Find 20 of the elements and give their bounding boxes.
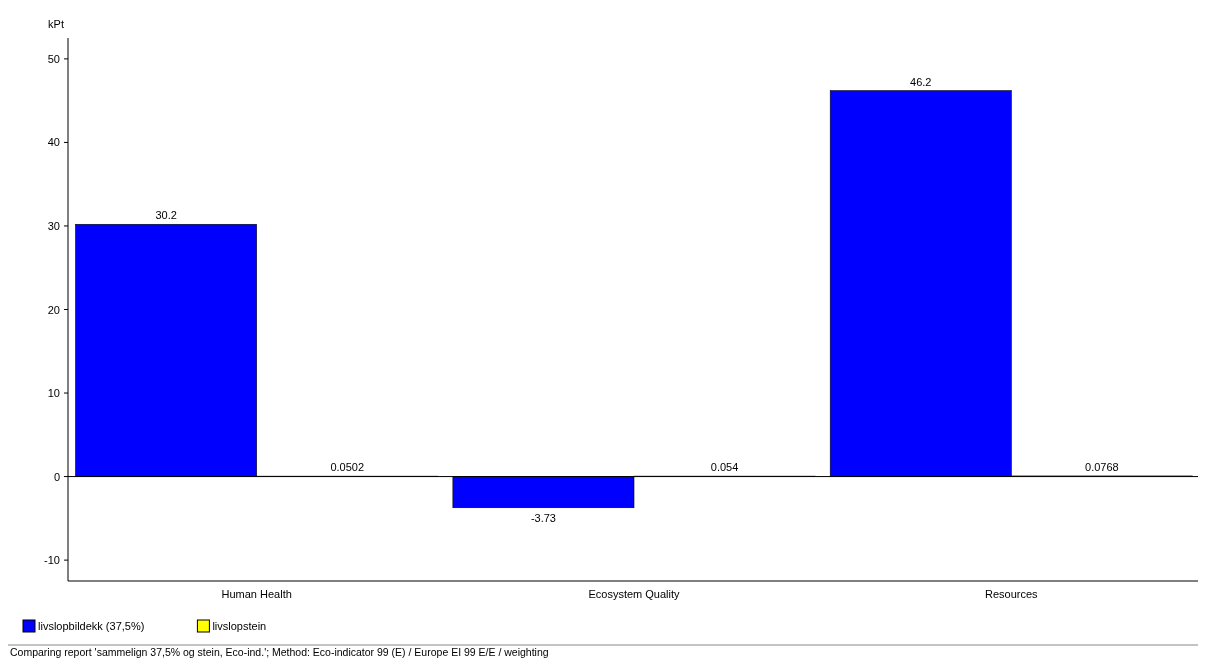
y-tick-label: 40	[47, 136, 60, 149]
y-tick-label: 10	[47, 387, 60, 400]
x-tick-label: Ecosystem Quality	[588, 588, 681, 600]
data-label: 30.2	[155, 209, 177, 222]
x-tick-label: Resources	[985, 588, 1039, 600]
text: Comparing report 'sammelign 37,5% og stein, Eco-ind.'; Method: Eco-indicator 99 (E) / Europe EI 99 E/E / weighting	[10, 646, 549, 658]
legend-label: livslopbildekk (37,5%)	[38, 620, 145, 632]
y-tick-label: -10	[44, 554, 60, 567]
data-label: 0.0768	[1085, 460, 1119, 473]
y-tick-label: 0	[53, 470, 60, 483]
legend-label: livslopstein	[212, 620, 267, 632]
data-label: -3.73	[530, 511, 556, 524]
y-tick-label: 50	[47, 52, 60, 65]
y-tick-label: 30	[47, 219, 60, 232]
y-tick-label: 20	[47, 303, 60, 316]
data-label: 46.2	[910, 75, 932, 88]
x-tick-label: Human Health	[221, 588, 292, 600]
data-label: 0.0502	[330, 461, 365, 474]
data-label: 0.054	[710, 461, 739, 474]
y-axis-title: kPt	[48, 18, 64, 30]
